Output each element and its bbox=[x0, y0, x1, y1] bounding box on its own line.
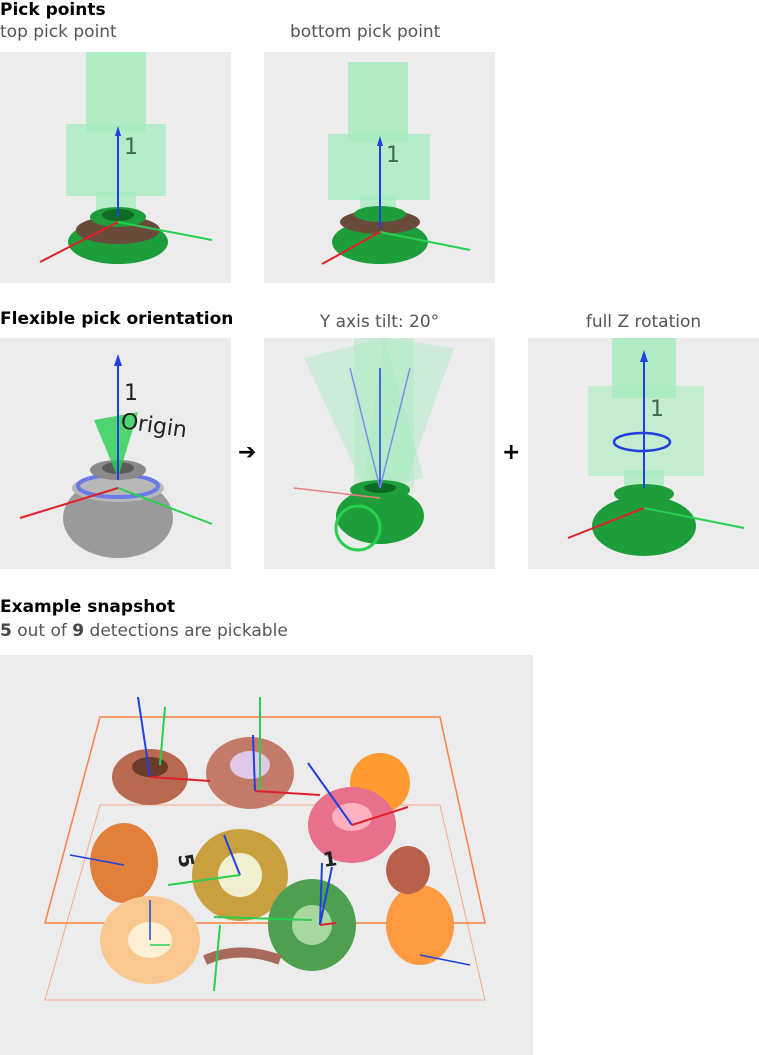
label-1: 1 bbox=[650, 397, 664, 422]
snapshot-scene: 5 1 bbox=[44, 696, 486, 1001]
tilt-scene bbox=[293, 338, 454, 552]
plus-symbol: + bbox=[502, 440, 521, 465]
label-1: 1 bbox=[124, 381, 138, 406]
snapshot-summary: 5 out of 9 detections are pickable bbox=[0, 621, 288, 641]
caption-bottom-pick-point: bottom pick point bbox=[290, 22, 441, 42]
panel-y-axis-tilt bbox=[264, 338, 495, 569]
origin-scene: 1 Origin bbox=[19, 354, 213, 558]
section-title-example-snapshot: Example snapshot bbox=[0, 597, 176, 617]
caption-full-z-rotation: full Z rotation bbox=[585, 312, 702, 332]
arrow-symbol: ➔ bbox=[238, 440, 257, 465]
caption-y-axis-tilt: Y axis tilt: 20° bbox=[319, 312, 440, 332]
section-title-pick-points: Pick points bbox=[0, 0, 106, 20]
top-pick-scene: 1 bbox=[39, 52, 213, 264]
summary-text-mid: out of bbox=[11, 621, 73, 641]
summary-text-end: detections are pickable bbox=[84, 621, 288, 641]
panel-full-z-rotation: 1 bbox=[528, 338, 759, 569]
section-title-flexible-orientation: Flexible pick orientation bbox=[0, 309, 234, 329]
label-1: 1 bbox=[386, 143, 400, 168]
label-5: 5 bbox=[173, 852, 199, 870]
pickable-count: 5 bbox=[0, 621, 12, 641]
panel-top-pick-point: 1 bbox=[0, 52, 231, 283]
label-1: 1 bbox=[124, 135, 138, 160]
rotation-scene: 1 bbox=[567, 338, 745, 556]
panel-origin: 1 Origin bbox=[0, 338, 231, 569]
caption-top-pick-point: top pick point bbox=[0, 22, 117, 42]
total-count: 9 bbox=[72, 621, 85, 641]
panel-example-snapshot: 5 1 bbox=[0, 655, 533, 1055]
bottom-pick-scene: 1 bbox=[321, 62, 471, 265]
label-1: 1 bbox=[321, 846, 338, 872]
panel-bottom-pick-point: 1 bbox=[264, 52, 495, 283]
